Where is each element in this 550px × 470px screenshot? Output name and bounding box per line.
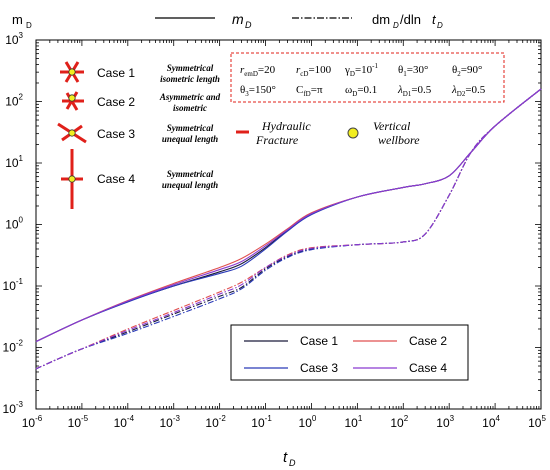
axis-tick-labels: 10-6 10-5 10-4 10-3 10-2 10-1 100 101 102 103 104 1… — [3, 31, 547, 430]
parameter-row-1: remD=20 rcD=100 γD=10-1 θ1=30° θ2=90° — [240, 62, 482, 78]
axis-ticks — [35, 39, 542, 410]
series-legend-frame — [230, 324, 469, 381]
legend-label-1: Case 1 — [300, 334, 338, 348]
legend-label-3: Case 3 — [300, 361, 338, 375]
case-4-label: Case 4 — [97, 172, 135, 186]
case-3-label: Case 3 — [97, 127, 135, 141]
x-tick-label: 10-5 — [68, 414, 89, 430]
x-tick-label: 103 — [436, 414, 454, 430]
case-3-desc-line2: unequal length — [162, 134, 218, 144]
y-axis-label-main: m — [12, 12, 23, 27]
dashdot-legend-mid: /dln — [400, 12, 421, 27]
case-2-label: Case 2 — [97, 95, 135, 109]
y-tick-label: 10-3 — [3, 400, 24, 416]
parameter-rcD: rcD=100 — [296, 64, 332, 78]
case-2-desc-line2: isometric — [173, 103, 207, 113]
parameter-ωD: ωD=0.1 — [345, 84, 377, 98]
x-axis-label-main: t — [283, 449, 288, 466]
case-3-desc-line1: Symmetrical — [167, 123, 214, 133]
series-2-derivative-line — [35, 88, 542, 370]
case-4-fracture-icon — [61, 149, 83, 209]
series-layer — [35, 88, 542, 370]
vertical-wellbore-icon — [347, 127, 359, 139]
parameter-box: remD=20 rcD=100 γD=10-1 θ1=30° θ2=90° θ3=150… — [230, 52, 505, 103]
parameter-λD1: λD1=0.5 — [397, 84, 432, 98]
case-4-desc-line1: Symmetrical — [167, 169, 214, 179]
x-axis-label: t D — [283, 449, 296, 468]
y-tick-label: 103 — [5, 31, 23, 47]
legend-label-2: Case 2 — [409, 334, 447, 348]
x-tick-label: 10-6 — [22, 414, 43, 430]
x-tick-label: 102 — [390, 414, 408, 430]
solid-legend-main: m — [232, 11, 244, 27]
series-1-derivative-line — [35, 88, 542, 370]
dashdot-legend-sub2: D — [437, 21, 443, 30]
parameter-CfD: CfD=π — [296, 84, 323, 98]
y-axis-label-sub: D — [26, 21, 32, 30]
case-legend: Case 1 Symmetrical isometric length Case… — [57, 61, 221, 209]
parameter-θ2: θ2=90° — [452, 64, 482, 78]
dashdot-legend-t: t — [432, 12, 437, 27]
symbol-legend: Hydraulic Fracture Vertical wellbore — [236, 119, 420, 147]
y-tick-label: 10-1 — [3, 277, 24, 293]
y-tick-label: 102 — [5, 93, 23, 109]
fracture-label-line2: Fracture — [255, 133, 299, 147]
parameter-row-2: θ3=150° CfD=π ωD=0.1 λD1=0.5 λD2=0.5 — [240, 84, 486, 98]
wellbore-label-line2: wellbore — [378, 133, 420, 147]
x-tick-label: 10-2 — [205, 414, 226, 430]
series-4-derivative-line — [35, 88, 542, 370]
case-1-fracture-icon — [60, 61, 84, 83]
x-tick-label: 10-4 — [114, 414, 135, 430]
case-1-desc-line1: Symmetrical — [167, 63, 214, 73]
x-tick-label: 10-3 — [159, 414, 180, 430]
case-4-desc-line2: unequal length — [162, 180, 218, 190]
x-tick-label: 10-1 — [251, 414, 272, 430]
x-tick-label: 105 — [528, 414, 546, 430]
solid-legend-sub: D — [245, 20, 252, 30]
dashdot-legend-sub1: D — [393, 21, 399, 30]
x-tick-label: 101 — [344, 414, 362, 430]
case-2-fracture-icon — [62, 91, 84, 111]
series-legend-items: Case 1 Case 2 Case 3 Case 4 — [244, 334, 447, 375]
case-3-fracture-icon — [57, 122, 87, 144]
case-1-desc-line2: isometric length — [160, 74, 220, 84]
line-style-legend: m D dm D /dln t D — [155, 11, 443, 30]
y-tick-label: 100 — [5, 216, 23, 232]
y-tick-label: 10-2 — [3, 339, 24, 355]
parameter-box-frame — [230, 52, 505, 103]
series-4-mD-line — [35, 88, 542, 343]
x-tick-label: 100 — [299, 414, 317, 430]
y-tick-label: 101 — [5, 154, 23, 170]
x-tick-label: 104 — [482, 414, 500, 430]
dashdot-legend-prefix: dm — [372, 12, 390, 27]
x-axis-label-sub: D — [289, 458, 296, 468]
case-1-label: Case 1 — [97, 66, 135, 80]
series-legend: Case 1 Case 2 Case 3 Case 4 — [230, 324, 469, 381]
wellbore-label-line1: Vertical — [373, 119, 411, 133]
parameter-θ1: θ1=30° — [398, 64, 428, 78]
parameter-γD: γD=10-1 — [344, 62, 378, 78]
parameter-remD: remD=20 — [240, 64, 276, 78]
y-axis-label: m D — [12, 12, 32, 30]
series-3-derivative-line — [35, 88, 542, 370]
parameter-θ3: θ3=150° — [240, 84, 276, 98]
case-2-desc-line1: Asymmetric and — [159, 92, 221, 102]
legend-label-4: Case 4 — [409, 361, 447, 375]
parameter-λD2: λD2=0.5 — [451, 84, 486, 98]
fracture-label-line1: Hydraulic — [261, 119, 311, 133]
